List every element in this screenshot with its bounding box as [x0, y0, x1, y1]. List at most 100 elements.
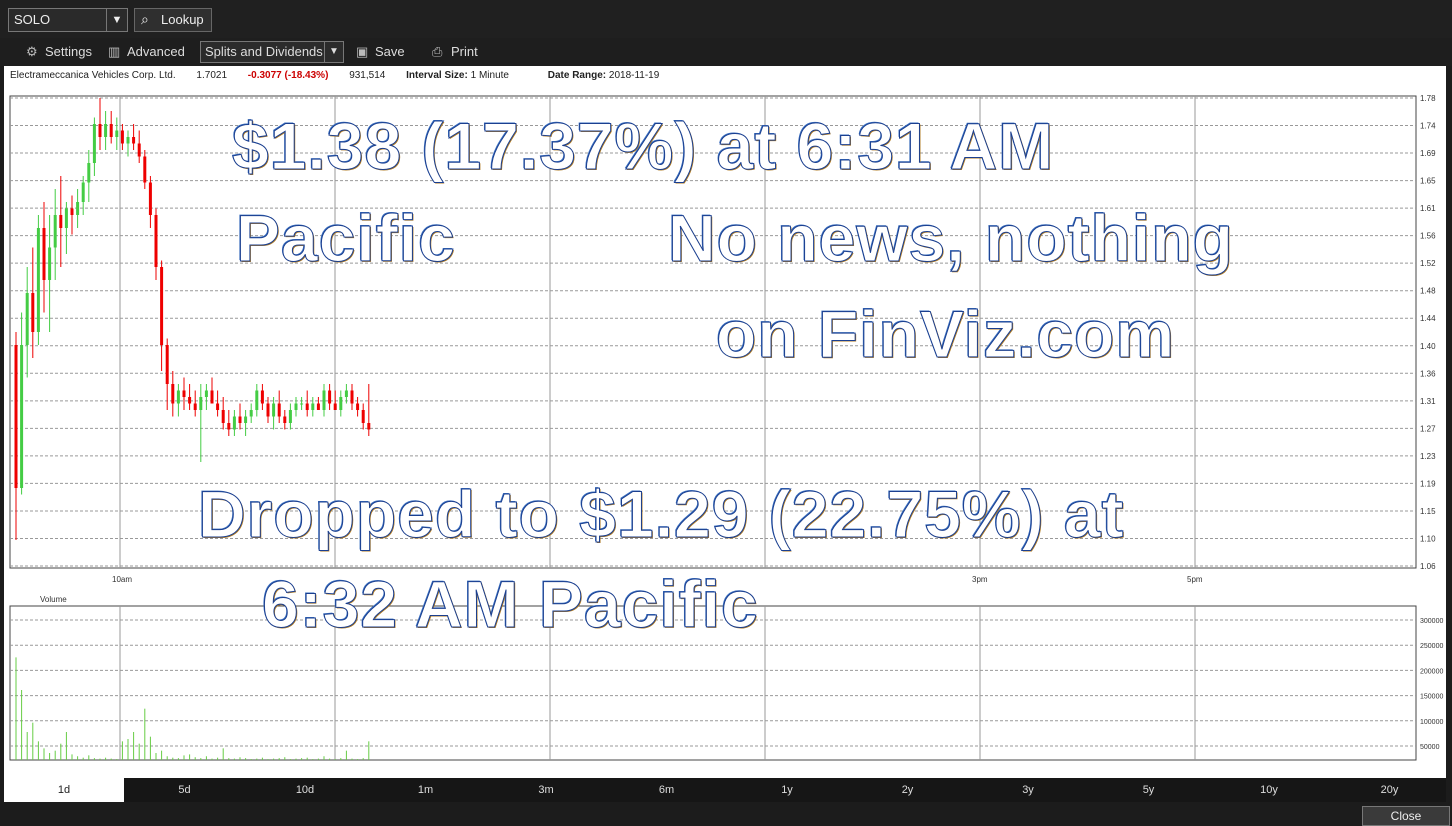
candle-body: [92, 124, 96, 163]
price-tick-label: 1.23: [1420, 452, 1436, 461]
candle-body: [14, 345, 18, 488]
candle-body: [48, 247, 52, 280]
price-panel-frame: [9, 95, 1417, 569]
price-tick-label: 1.36: [1420, 369, 1436, 378]
period-20y[interactable]: 20y: [1380, 784, 1399, 796]
candle-body: [305, 403, 309, 410]
candle-body: [176, 390, 180, 404]
overlay-annotation: Pacific: [236, 201, 456, 276]
candle-body: [188, 397, 192, 404]
candle-body: [232, 416, 236, 430]
volume-tick-label: 200000: [1420, 668, 1443, 675]
advanced-button[interactable]: ▥ Advanced: [108, 43, 185, 61]
candle-body: [81, 182, 85, 202]
price-volume-chart[interactable]: 1.78 1.74 1.69 1.65 1.61 1.56 1.52 1.48 1.44 1.40…: [4, 66, 1446, 778]
candle-body: [171, 384, 175, 404]
advanced-label: Advanced: [127, 44, 185, 59]
candle-body: [126, 137, 130, 144]
candle-body: [221, 410, 225, 423]
candle-body: [199, 397, 203, 410]
volume-panel-label: Volume: [40, 595, 67, 604]
time-tick-label: 3pm: [972, 575, 988, 584]
settings-label: Settings: [45, 44, 92, 59]
period-5d[interactable]: 5d: [178, 784, 191, 796]
candle-body: [244, 416, 248, 423]
candle-body: [300, 403, 304, 405]
save-icon: ▣: [356, 44, 369, 59]
print-button[interactable]: ⎙ Print: [432, 43, 478, 61]
close-button[interactable]: Close: [1362, 806, 1450, 826]
candle-body: [42, 228, 46, 280]
candle-body: [356, 403, 360, 410]
price-tick-label: 1.27: [1420, 424, 1436, 433]
search-icon: ⌕: [141, 11, 149, 27]
period-2y[interactable]: 2y: [901, 784, 914, 796]
toolbar: ⚙ Settings ▥ Advanced Splits and Dividends…: [0, 38, 1452, 66]
interval-value: 1 Minute: [470, 70, 509, 81]
candle-body: [109, 124, 113, 137]
candle-body: [333, 403, 337, 410]
candle-body: [193, 403, 197, 410]
candle-body: [204, 390, 208, 397]
top-bar: SOLO ▼ ⌕ Lookup: [0, 0, 1452, 38]
volume-tick-label: 300000: [1420, 618, 1443, 625]
price-tick-label: 1.56: [1420, 232, 1436, 241]
price-tick-label: 1.40: [1420, 342, 1436, 351]
volume-panel-frame: [9, 605, 1417, 761]
candle-body: [255, 390, 259, 410]
chevron-down-icon[interactable]: ▼: [106, 9, 127, 31]
candle-body: [238, 416, 242, 423]
symbol-select[interactable]: SOLO ▼: [8, 8, 128, 32]
candle-body: [311, 403, 315, 410]
candle-body: [165, 345, 169, 384]
date-range-label: Date Range:: [547, 70, 607, 81]
splits-label: Splits and Dividends: [205, 44, 323, 59]
date-range-value: 2018-11-19: [608, 70, 660, 81]
period-10y[interactable]: 10y: [1260, 784, 1278, 796]
candle-body: [260, 390, 264, 404]
candle-body: [344, 390, 348, 397]
period-10d[interactable]: 10d: [295, 784, 315, 796]
period-3m[interactable]: 3m: [538, 784, 554, 796]
price-tick-label: 1.69: [1420, 149, 1436, 158]
period-5y[interactable]: 5y: [1142, 784, 1155, 796]
price-tick-label: 1.52: [1420, 259, 1436, 268]
candle-body: [216, 403, 220, 410]
company-name: Electrameccanica Vehicles Corp. Ltd.: [10, 70, 176, 81]
candle-body: [272, 403, 276, 417]
print-label: Print: [451, 44, 478, 59]
candle-body: [316, 403, 320, 410]
candle-body: [87, 163, 91, 183]
candle-body: [76, 202, 80, 215]
candle-body: [339, 397, 343, 410]
period-3y[interactable]: 3y: [1022, 784, 1034, 796]
candle-body: [361, 410, 365, 423]
candle-body: [115, 130, 119, 137]
candle-body: [104, 124, 108, 137]
price-tick-label: 1.31: [1420, 397, 1436, 406]
period-1y[interactable]: 1y: [781, 784, 793, 796]
price-tick-label: 1.74: [1420, 122, 1436, 131]
quote-info-bar: Electrameccanica Vehicles Corp. Ltd. 1.7…: [10, 70, 695, 81]
candle-body: [283, 416, 287, 423]
chart-area: Electrameccanica Vehicles Corp. Ltd. 1.7…: [4, 66, 1446, 778]
candle-body: [137, 143, 141, 157]
price-change: -0.3077 (-18.43%): [247, 70, 329, 81]
candle-body: [98, 124, 102, 137]
period-1m[interactable]: 1m: [417, 784, 434, 796]
candle-body: [154, 215, 158, 267]
save-button[interactable]: ▣ Save: [356, 43, 405, 61]
volume-tick-label: 250000: [1420, 643, 1443, 650]
price-tick-label: 1.19: [1420, 479, 1436, 488]
period-1d[interactable]: 1d: [4, 778, 124, 802]
overlay-annotation: 6:32 AM Pacific: [262, 567, 759, 642]
chevron-down-icon[interactable]: ▼: [324, 42, 343, 62]
splits-dividends-select[interactable]: Splits and Dividends ▼: [200, 41, 344, 63]
lookup-button[interactable]: ⌕ Lookup: [134, 8, 212, 32]
overlay-annotation: on FinViz.com: [715, 297, 1176, 372]
print-icon: ⎙: [432, 44, 443, 59]
volume-value: 931,514: [349, 70, 386, 81]
candle-body: [120, 130, 124, 144]
period-6m[interactable]: 6m: [658, 784, 675, 796]
settings-button[interactable]: ⚙ Settings: [26, 43, 92, 61]
